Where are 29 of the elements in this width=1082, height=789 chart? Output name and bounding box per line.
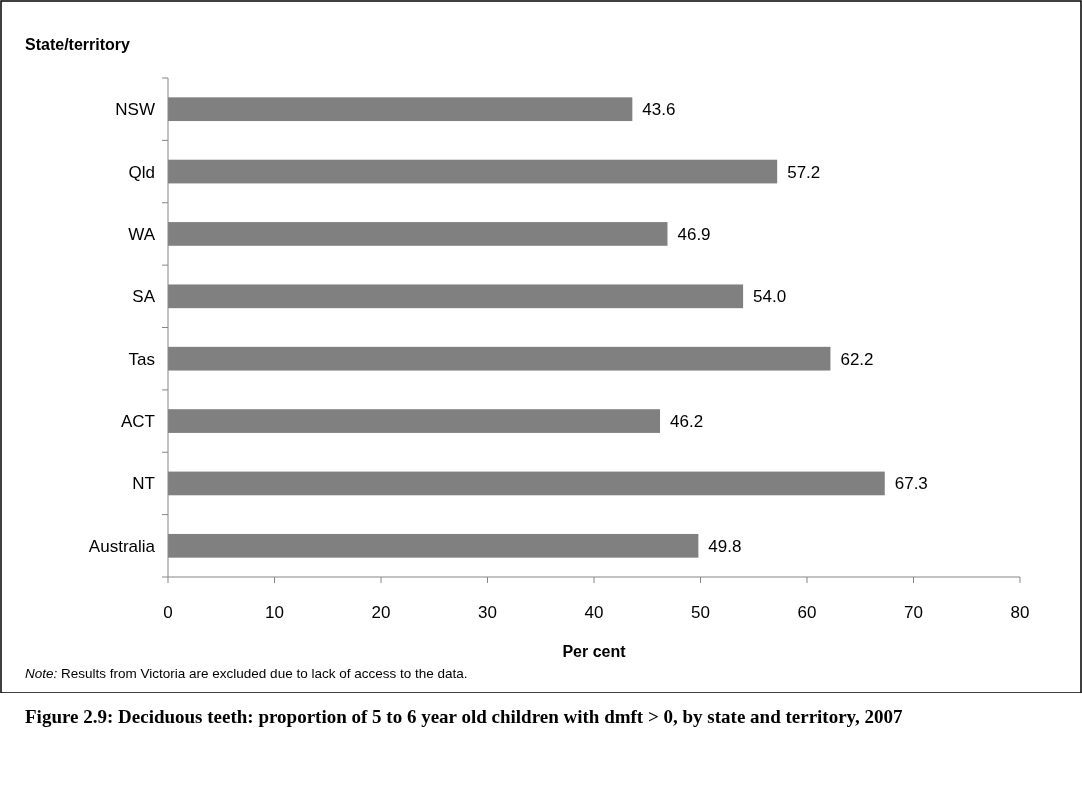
x-tick-label: 80 xyxy=(1010,603,1030,622)
y-tick-label: Qld xyxy=(128,162,155,182)
x-tick-label: 30 xyxy=(478,603,497,622)
x-tick-label: 20 xyxy=(371,603,391,622)
data-label: 67.3 xyxy=(894,474,928,494)
x-axis-title: Per cent xyxy=(562,643,627,660)
data-label: 46.2 xyxy=(670,412,704,432)
x-tick-label: 50 xyxy=(691,603,710,622)
data-label: 43.6 xyxy=(642,100,676,120)
y-tick-label: NSW xyxy=(115,100,155,120)
y-axis-title: State/territory xyxy=(25,36,131,53)
y-tick-label: NT xyxy=(132,474,155,494)
x-tick-label: 0 xyxy=(163,603,173,622)
x-tick-label: 60 xyxy=(797,603,817,622)
x-tick-label: 70 xyxy=(904,603,923,622)
data-label: 57.2 xyxy=(787,162,821,182)
x-tick-label: 40 xyxy=(584,603,604,622)
y-tick-label: Australia xyxy=(88,536,156,556)
x-tick-label: 10 xyxy=(265,603,284,622)
text: Note: Results from Victoria are excluded due to lack of access to the data. xyxy=(25,666,468,681)
text: Figure 2.9: Deciduous teeth: proportion of 5 to 6 year old children with dmft > 0, by state and territory, 2007 xyxy=(25,706,904,727)
y-tick-label: ACT xyxy=(121,412,155,432)
data-label: 46.9 xyxy=(677,224,711,244)
data-label: 54.0 xyxy=(753,287,787,307)
y-tick-label: Tas xyxy=(128,349,155,369)
y-tick-label: WA xyxy=(128,224,156,244)
data-label: 62.2 xyxy=(840,349,874,369)
data-label: 49.8 xyxy=(708,536,742,556)
y-tick-label: SA xyxy=(132,287,156,307)
